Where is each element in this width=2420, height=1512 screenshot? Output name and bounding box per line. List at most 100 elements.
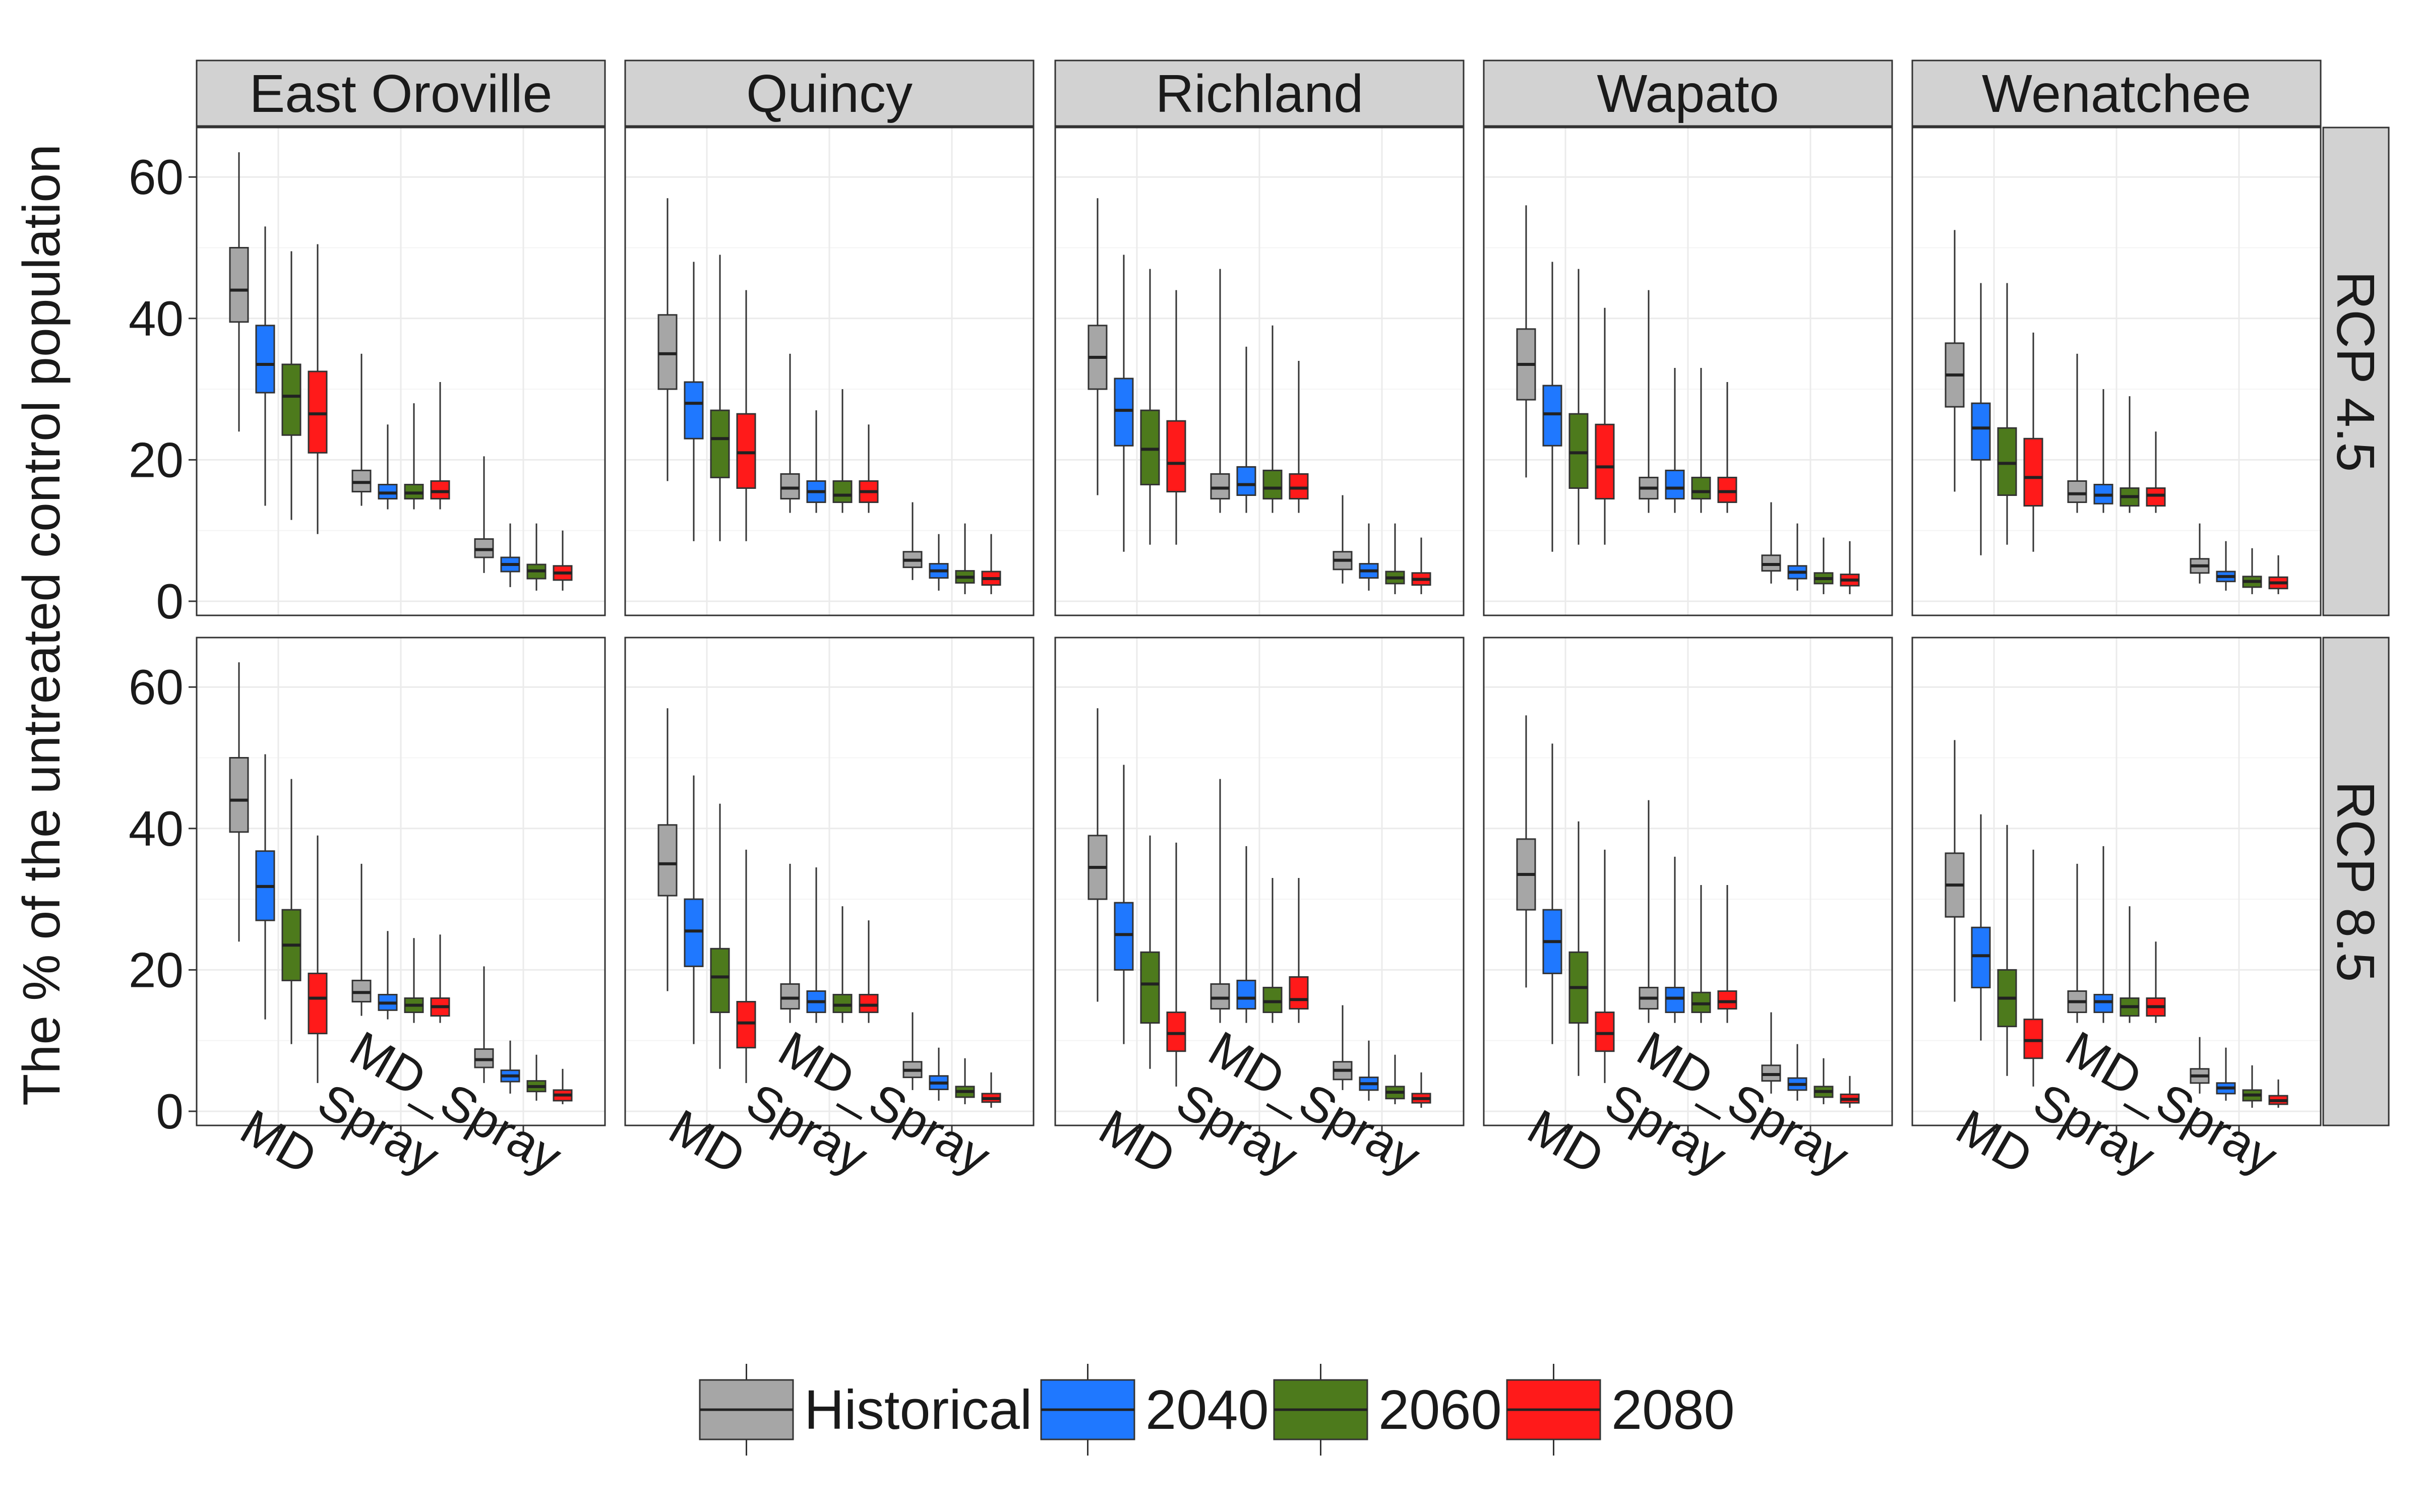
facet-strip-richland [1054,59,1465,127]
box-iqr [1166,1012,1186,1052]
facet-label-richland: Richland [1156,64,1363,123]
box-spray-historical [1210,779,1230,1023]
box-spray-historical [1639,800,1659,1023]
box-iqr [684,381,704,439]
box-md-spray-2040 [1359,523,1379,591]
facet-strip-rcp-8-5 [2322,637,2390,1126]
box-iqr [2067,480,2087,503]
box-md-spray-2080 [981,1072,1001,1108]
box-spray-2060 [1262,325,1283,513]
box-md-spray-historical [1333,495,1353,584]
box-md-historical [229,152,249,432]
box-md-spray-historical [2190,1037,2210,1094]
box-iqr [308,972,328,1035]
box-spray-2040 [1665,856,1685,1023]
y-tick-label: 40 [129,801,184,856]
box-iqr [1595,1012,1615,1052]
box-iqr [1210,983,1230,1010]
box-iqr [1568,413,1589,489]
box-iqr [1665,986,1685,1014]
box-md-2040 [255,754,275,1020]
legend-item-historical: Historical [699,1364,1032,1456]
box-md-2080 [2023,849,2043,1087]
facet-strip-east-oroville [196,59,606,127]
box-md-spray-2060 [526,1054,547,1101]
facet-label-quincy: Quincy [746,64,913,123]
box-md-spray-2080 [2268,1079,2288,1108]
box-iqr [1595,423,1615,500]
box-md-spray-2080 [1840,1076,1860,1108]
box-iqr [657,824,678,897]
panel-border [1483,127,1893,616]
box-spray-2060 [832,906,853,1023]
box-md-spray-2060 [1385,1054,1405,1104]
box-iqr [1289,473,1309,500]
box-md-2040 [1114,255,1134,552]
box-md-2040 [684,775,704,1044]
box-md-spray-2080 [1411,537,1431,594]
box-iqr [684,898,704,967]
box-md-spray-2080 [553,1068,573,1104]
box-spray-2060 [2120,906,2140,1023]
box-md-2060 [710,255,730,541]
box-iqr [229,246,249,323]
box-spray-2080 [430,382,450,510]
facet-strip-wenatchee [1911,59,2322,127]
box-iqr [1717,476,1737,503]
box-md-spray-2060 [2242,548,2262,594]
box-spray-2080 [2146,941,2166,1023]
box-spray-2060 [404,938,424,1023]
box-iqr [1262,469,1283,500]
box-md-spray-2080 [553,530,573,591]
box-iqr [1971,926,1991,988]
box-md-2040 [1971,283,1991,555]
box-md-spray-2060 [1385,523,1405,594]
panel-border [196,127,606,616]
box-md-historical [1945,230,1965,492]
panel-wenatchee-rcp-4-5 [1911,127,2322,616]
box-spray-2040 [1236,346,1256,513]
box-iqr [710,409,730,478]
box-iqr [1114,377,1134,447]
box-iqr [2146,487,2166,507]
box-md-spray-2080 [2268,555,2288,594]
legend-item-2080: 2080 [1506,1364,1735,1456]
box-iqr [736,1000,756,1049]
box-md-2040 [1542,743,1562,1044]
box-md-2060 [1568,269,1589,545]
box-md-2080 [1166,842,1186,1087]
box-iqr [780,983,800,1010]
box-md-2060 [710,803,730,1069]
panel-wenatchee-rcp-8-5 [1911,637,2322,1126]
y-tick-label: 60 [129,149,184,205]
legend-item-2040: 2040 [1040,1364,1269,1456]
box-iqr [736,413,756,489]
box-spray-2080 [430,934,450,1023]
legend-label: 2080 [1611,1379,1735,1441]
box-spray-historical [2067,863,2087,1023]
y-tick-label: 20 [129,432,184,487]
box-md-spray-historical [1333,1005,1353,1090]
box-md-2040 [1542,262,1562,552]
box-spray-2060 [1691,885,1711,1023]
box-iqr [308,370,328,454]
box-md-historical [1945,740,1965,1002]
box-md-spray-2040 [2216,1047,2236,1101]
box-spray-historical [1210,269,1230,513]
panel-border [1054,127,1465,616]
box-md-historical [229,662,249,942]
box-md-historical [657,708,678,991]
box-spray-2040 [2093,389,2113,513]
box-spray-historical [351,863,372,1016]
box-iqr [1717,990,1737,1010]
panel-east-oroville-rcp-8-5 [196,637,606,1126]
box-md-spray-2040 [1787,523,1807,591]
y-axis-label: The % of the untreated control populatio… [13,144,71,1106]
box-md-spray-historical [902,502,923,580]
facet-label-wenatchee: Wenatchee [1982,64,2251,123]
box-iqr [255,325,275,394]
box-iqr [1236,979,1256,1010]
box-md-historical [1087,198,1108,495]
legend-item-2060: 2060 [1273,1364,1502,1456]
box-md-2060 [1997,825,2017,1076]
